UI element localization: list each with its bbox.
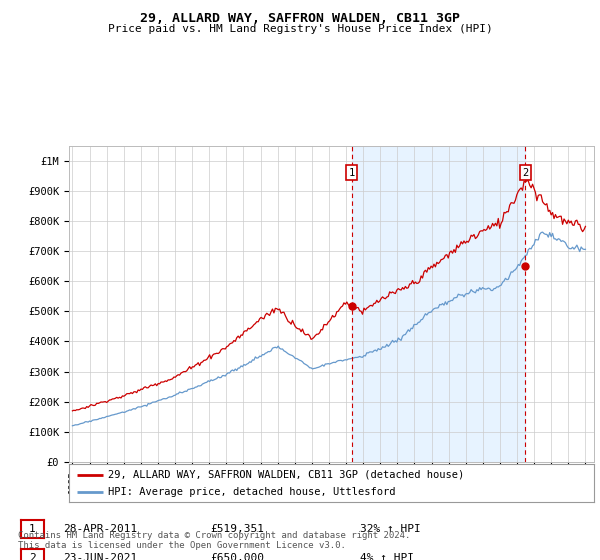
Text: 2: 2 [29, 553, 36, 560]
Text: 1: 1 [349, 168, 355, 178]
Text: 32% ↑ HPI: 32% ↑ HPI [360, 524, 421, 534]
Text: HPI: Average price, detached house, Uttlesford: HPI: Average price, detached house, Uttl… [109, 487, 396, 497]
Text: Contains HM Land Registry data © Crown copyright and database right 2024.
This d: Contains HM Land Registry data © Crown c… [18, 530, 410, 550]
Text: Price paid vs. HM Land Registry's House Price Index (HPI): Price paid vs. HM Land Registry's House … [107, 24, 493, 34]
Text: 28-APR-2011: 28-APR-2011 [63, 524, 137, 534]
Text: 29, ALLARD WAY, SAFFRON WALDEN, CB11 3GP (detached house): 29, ALLARD WAY, SAFFRON WALDEN, CB11 3GP… [109, 469, 464, 479]
Text: £650,000: £650,000 [210, 553, 264, 560]
Text: 23-JUN-2021: 23-JUN-2021 [63, 553, 137, 560]
Text: 2: 2 [522, 168, 529, 178]
Text: £519,351: £519,351 [210, 524, 264, 534]
Text: 29, ALLARD WAY, SAFFRON WALDEN, CB11 3GP: 29, ALLARD WAY, SAFFRON WALDEN, CB11 3GP [140, 12, 460, 25]
Text: 1: 1 [29, 524, 36, 534]
Bar [352, 146, 525, 462]
Text: 4% ↑ HPI: 4% ↑ HPI [360, 553, 414, 560]
